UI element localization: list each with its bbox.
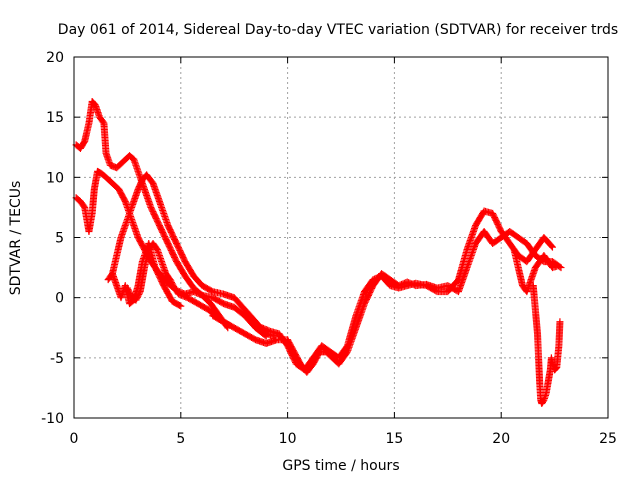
trace-marker: [180, 292, 188, 300]
trace-marker: [238, 328, 246, 336]
trace-marker: [134, 283, 142, 291]
trace-marker: [556, 319, 564, 327]
trace-marker: [512, 232, 520, 240]
trace-marker: [171, 237, 179, 245]
axis-ticks: 0 5 10 15 20 25 -10 -5 0 5 10 15 20: [41, 50, 617, 447]
x-tick-label: 15: [385, 431, 403, 447]
trace-marker: [538, 398, 546, 406]
trace-marker: [367, 278, 375, 286]
trace-marker: [551, 365, 559, 373]
trace-marker: [147, 177, 155, 185]
trace-marker: [125, 211, 133, 219]
x-tick-label: 25: [599, 431, 617, 447]
trace-marker: [542, 391, 550, 399]
trace-marker: [180, 255, 188, 263]
trace-marker: [551, 263, 559, 271]
trace-marker: [352, 313, 360, 321]
x-tick-label: 0: [70, 431, 79, 447]
trace-marker: [495, 235, 503, 243]
series-arc-f: [209, 227, 565, 376]
trace-marker: [129, 199, 137, 207]
trace-marker: [112, 280, 120, 288]
trace-marker: [291, 357, 299, 365]
trace-marker: [453, 278, 461, 286]
trace-marker: [173, 288, 181, 296]
trace-marker: [79, 140, 87, 148]
trace-marker: [282, 339, 290, 347]
trace-marker: [195, 290, 203, 298]
trace-marker: [152, 243, 160, 251]
series-arc-i: [529, 282, 564, 408]
series-arc-c: [104, 171, 279, 340]
trace-marker: [239, 310, 247, 318]
trace-marker: [106, 177, 114, 185]
data-points: [72, 98, 565, 408]
trace-marker: [157, 256, 165, 264]
trace-marker: [496, 225, 504, 233]
y-tick-label: -10: [41, 411, 64, 427]
x-tick-label: 5: [176, 431, 185, 447]
series-arc-h: [510, 246, 561, 296]
trace-marker: [548, 242, 556, 250]
trace-marker: [169, 281, 177, 289]
trace-marker: [514, 262, 522, 270]
trace-marker: [154, 219, 162, 227]
trace-marker: [134, 166, 142, 174]
trace-marker: [138, 259, 146, 267]
trace-marker: [163, 237, 171, 245]
trace-marker: [249, 334, 257, 342]
y-tick-label: 5: [55, 231, 64, 247]
x-axis-title: GPS time / hours: [282, 458, 399, 474]
trace-marker: [308, 356, 316, 364]
trace-marker: [217, 298, 225, 306]
chart-title: Day 061 of 2014, Sidereal Day-to-day VTE…: [58, 22, 618, 38]
trace-marker: [530, 248, 538, 256]
x-tick-label: 10: [279, 431, 297, 447]
trace-marker: [504, 237, 512, 245]
x-tick-label: 20: [492, 431, 510, 447]
trace-marker: [164, 273, 172, 281]
trace-marker: [98, 117, 106, 125]
trace-marker: [547, 241, 555, 249]
trace-marker: [137, 178, 145, 186]
y-tick-label: 20: [46, 50, 64, 66]
trace-marker: [117, 235, 125, 243]
trace-marker: [202, 304, 210, 312]
trace-marker: [542, 255, 550, 263]
trace-marker: [174, 301, 182, 309]
trace-marker: [527, 277, 535, 285]
trace-marker: [463, 247, 471, 255]
trace-marker: [205, 298, 213, 306]
trace-marker: [117, 160, 125, 168]
y-tick-label: -5: [50, 351, 64, 367]
trace-marker: [217, 316, 225, 324]
y-tick-label: 0: [55, 291, 64, 307]
trace-marker: [112, 253, 120, 261]
trace-marker: [79, 201, 87, 209]
series-arc-g: [258, 207, 556, 374]
trace-marker: [176, 301, 184, 309]
y-axis-title: SDTVAR / TECUs: [8, 181, 24, 296]
y-tick-label: 10: [46, 170, 64, 186]
trace-marker: [120, 195, 128, 203]
trace-marker: [121, 223, 129, 231]
trace-marker: [74, 196, 82, 204]
trace-marker: [188, 269, 196, 277]
trace-marker: [155, 196, 163, 204]
trace-marker: [534, 260, 542, 268]
trace-marker: [191, 298, 199, 306]
y-tick-label: 15: [46, 110, 64, 126]
trace-marker: [430, 286, 438, 294]
trace-marker: [324, 346, 332, 354]
trace-marker: [171, 255, 179, 263]
trace-marker: [228, 322, 236, 330]
trace-marker: [180, 269, 188, 277]
trace-marker: [264, 326, 272, 334]
trace-marker: [342, 344, 350, 352]
trace-marker: [158, 279, 166, 287]
series-arc-e: [108, 240, 185, 310]
trace-marker: [102, 148, 110, 156]
trace-marker: [206, 286, 214, 294]
